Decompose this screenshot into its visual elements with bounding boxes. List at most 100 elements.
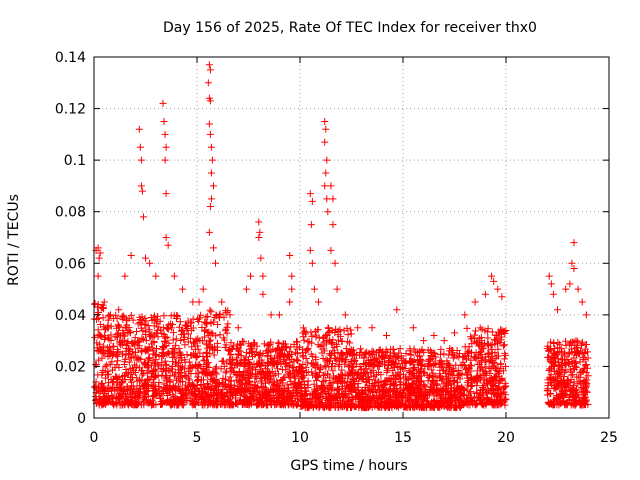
data-point [278,365,286,373]
data-point [172,376,180,384]
data-point [194,335,202,343]
data-point [428,403,436,411]
data-point [418,346,426,354]
data-point [102,400,110,408]
data-point [121,372,129,380]
data-point [93,347,101,355]
data-point [349,376,357,384]
data-point [180,365,188,373]
data-point [425,373,433,381]
data-point [378,352,386,360]
data-point [309,360,317,368]
data-point [91,299,99,307]
data-point [299,401,307,409]
data-point [131,368,139,376]
data-point [195,317,203,325]
data-point [219,374,227,382]
data-point [110,342,118,350]
data-point [238,380,246,388]
data-point-peak [189,298,197,306]
data-point [310,395,318,403]
data-point [226,365,234,373]
data-point [327,351,335,359]
data-point [566,379,574,387]
data-point-peak [115,306,123,314]
y-tick-labels: 0 0.02 0.04 0.06 0.08 0.1 0.12 0.14 [55,50,86,427]
data-point [405,367,413,375]
data-point [209,400,217,408]
data-point [150,313,158,321]
data-point [196,314,204,322]
data-point [556,372,564,380]
data-point [119,377,127,385]
data-point [210,351,218,359]
data-point [582,361,590,369]
data-point [238,399,246,407]
data-point [151,359,159,367]
data-point [212,375,220,383]
data-point [374,362,382,370]
data-point [266,340,274,348]
data-point [187,326,195,334]
data-point [278,386,286,394]
data-point [189,339,197,347]
data-point [152,329,160,337]
data-point-peak [206,130,214,138]
data-point [472,327,480,335]
data-point [492,364,500,372]
data-point [203,320,211,328]
data-point [430,361,438,369]
data-point [312,333,320,341]
data-point [222,382,230,390]
data-point [545,347,553,355]
data-point [436,400,444,408]
data-point [139,335,147,343]
data-point-peak [306,246,314,254]
data-point [274,365,282,373]
data-point [250,360,258,368]
data-point-peak [136,143,144,151]
data-point [228,384,236,392]
data-point-peak [322,125,330,133]
data-point [573,337,581,345]
data-point [322,390,330,398]
data-point [142,337,150,345]
data-point [555,363,563,371]
data-point [107,386,115,394]
data-point [380,398,388,406]
data-point-peak [288,285,296,293]
data-point [207,336,215,344]
data-point [314,341,322,349]
data-point [264,349,272,357]
data-point [133,384,141,392]
data-point [476,371,484,379]
data-point [232,390,240,398]
data-point [255,400,263,408]
data-point-peak [329,195,337,203]
data-point [138,334,146,342]
data-point [102,374,110,382]
data-point [314,372,322,380]
data-point [336,374,344,382]
data-point [270,372,278,380]
data-point [282,356,290,364]
data-point [308,332,316,340]
data-point [158,372,166,380]
data-point [96,340,104,348]
data-point-peak [242,285,250,293]
data-point [149,378,157,386]
data-point [300,378,308,386]
data-point [120,385,128,393]
data-point [452,403,460,411]
data-point [391,360,399,368]
y-tick-label: 0.08 [55,205,86,221]
data-point [241,392,249,400]
data-point [188,351,196,359]
data-point [101,385,109,393]
x-tick-label: 20 [497,430,515,446]
axis-ticks [93,56,610,419]
data-point [172,314,180,322]
data-point [137,355,145,363]
data-point [502,382,510,390]
data-point [500,341,508,349]
